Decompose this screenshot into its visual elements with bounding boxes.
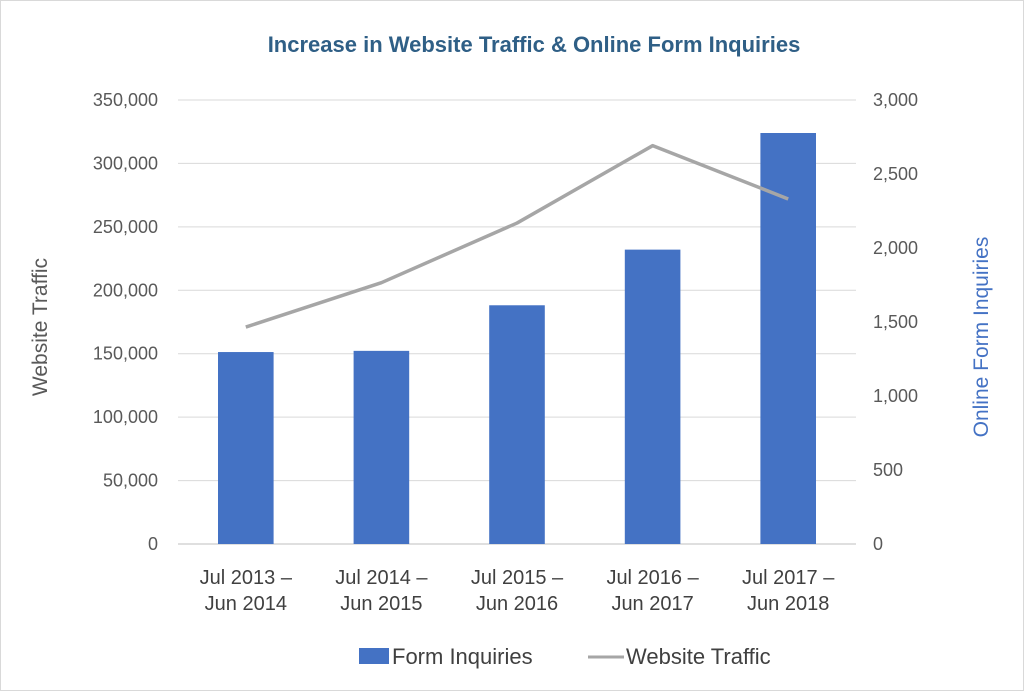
legend-swatch-form-inquiries (359, 648, 389, 664)
right-axis-ticks: 0 500 1,000 1,500 2,000 2,500 3,000 (873, 90, 918, 554)
x-tick-label: Jul 2015 – Jun 2016 (471, 567, 564, 615)
right-tick-label: 500 (873, 460, 903, 480)
gridlines (178, 99, 856, 545)
bar-form-inquiries (760, 133, 816, 544)
left-tick-label: 150,000 (93, 344, 158, 364)
x-tick-label: Jul 2013 – Jun 2014 (200, 567, 293, 615)
x-tick-label: Jul 2017 – Jun 2018 (742, 567, 835, 615)
left-axis-ticks: 0 50,000 100,000 150,000 200,000 250,000 300,0… (93, 90, 158, 554)
line-website-traffic (245, 143, 789, 329)
left-tick-label: 300,000 (93, 153, 158, 173)
right-tick-label: 2,000 (873, 238, 918, 258)
x-tick-label: Jul 2014 – Jun 2015 (335, 567, 428, 615)
left-tick-label: 350,000 (93, 90, 158, 110)
x-axis-ticks: Jul 2013 – Jun 2014 Jul 2014 – Jun 2015 Jul … (200, 567, 836, 615)
chart-title: Increase in Website Traffic & Online For… (268, 32, 801, 57)
left-tick-label: 100,000 (93, 407, 158, 427)
legend-label-website-traffic: Website Traffic (626, 644, 771, 669)
line-series-website-traffic (245, 143, 789, 329)
left-tick-label: 50,000 (103, 471, 158, 491)
right-tick-label: 3,000 (873, 90, 918, 110)
legend-label-form-inquiries: Form Inquiries (392, 644, 533, 669)
bar-form-inquiries (353, 350, 410, 544)
bar-form-inquiries (624, 249, 681, 545)
left-tick-label: 0 (148, 534, 158, 554)
left-axis-title: Website Traffic (29, 258, 52, 396)
right-tick-label: 0 (873, 534, 883, 554)
right-tick-label: 1,500 (873, 312, 918, 332)
right-tick-label: 1,000 (873, 386, 918, 406)
right-axis-title: Online Form Inquiries (970, 237, 993, 438)
legend: Form Inquiries Website Traffic (359, 644, 771, 669)
bar-series-form-inquiries (218, 133, 816, 545)
bar-form-inquiries (489, 305, 545, 544)
left-tick-label: 250,000 (93, 217, 158, 237)
right-tick-label: 2,500 (873, 164, 918, 184)
left-tick-label: 200,000 (93, 280, 158, 300)
bar-form-inquiries (218, 352, 274, 544)
x-tick-label: Jul 2016 – Jun 2017 (606, 567, 699, 615)
